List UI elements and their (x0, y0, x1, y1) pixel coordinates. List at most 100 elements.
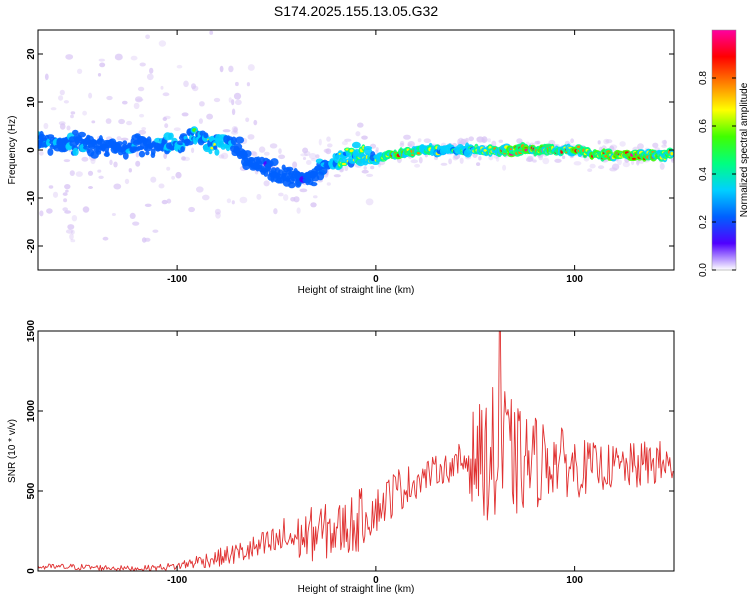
spectrogram-ridge-blob (180, 146, 185, 153)
spectrogram-ridge-blob (318, 166, 328, 175)
spectrogram-scatter-point (88, 92, 93, 99)
spectrogram-scatter-point (303, 150, 311, 157)
tick-label: 0.8 (698, 71, 709, 85)
tick-label: 10 (26, 96, 37, 108)
spectrogram-scatter-point (166, 166, 171, 171)
spectrogram-scatter-point (146, 73, 154, 81)
spectrogram-scatter-point (487, 138, 492, 143)
spectrogram-scatter-point (69, 170, 75, 177)
spectrogram-scatter-point (573, 161, 582, 166)
spectrogram-scatter-point (597, 140, 601, 145)
spectrogram-scatter-point (52, 191, 59, 198)
spectrogram-scatter-point (114, 53, 123, 61)
spectrogram-scatter-point (124, 178, 130, 185)
spectrogram-scatter-point (97, 169, 102, 173)
spectrogram-scatter-point (63, 198, 68, 203)
spectrogram-scatter-point (46, 208, 53, 214)
spectrogram-scatter-point (132, 221, 140, 226)
spectrogram-scatter-point (215, 212, 221, 219)
spectrogram-scatter-point (233, 127, 238, 133)
spectrogram-scatter-point (222, 129, 231, 133)
spectrogram-scatter-point (228, 65, 234, 73)
spectrogram-ridge-core (631, 157, 636, 160)
spectrogram-scatter-point (128, 168, 132, 173)
tick-label: 0 (26, 568, 37, 574)
spectrogram-scatter-point (71, 215, 78, 222)
spectrogram-ridge-blob (214, 148, 220, 156)
spectrogram-scatter-point (66, 125, 71, 131)
spectrogram-scatter-point (619, 141, 626, 147)
spectrogram-scatter-point (293, 196, 300, 203)
spectrogram-scatter-point (209, 30, 214, 35)
tick-label: 0.6 (698, 119, 709, 133)
tick-label: 500 (26, 482, 37, 499)
spectrogram-x-axis-label: Height of straight line (km) (298, 285, 415, 296)
spectrogram-scatter-point (130, 55, 138, 61)
spectrogram-ridge-blob (230, 136, 237, 146)
spectrogram-ridge-blob (213, 145, 218, 150)
spectrogram-ridge-blob (72, 147, 79, 156)
spectrogram-ridge-blob (77, 131, 86, 138)
spectrogram-scatter-point (171, 175, 176, 180)
spectrogram-scatter-point (587, 168, 593, 172)
tick-label: 1500 (26, 319, 37, 342)
colorbar-label: Normalized spectral amplitude (739, 82, 750, 217)
spectrogram-scatter-point (91, 120, 96, 124)
spectrogram-scatter-point (126, 120, 133, 126)
spectrogram-ridge-blob (288, 181, 296, 189)
spectrogram-scatter-point (162, 117, 167, 121)
spectrogram-scatter-point (502, 164, 507, 171)
spectrogram-scatter-point (99, 62, 106, 68)
spectrogram-scatter-point (139, 62, 146, 67)
spectrogram-scatter-point (175, 171, 182, 179)
spectrogram-scatter-point (256, 193, 262, 200)
spectrogram-scatter-point (617, 158, 622, 166)
spectrogram-scatter-point (589, 163, 596, 169)
spectrogram-scatter-point (220, 152, 229, 160)
tick-label: -100 (167, 575, 187, 586)
spectrogram-ridge-blob (310, 182, 318, 187)
spectrogram-scatter-point (176, 64, 183, 69)
tick-label: 100 (566, 274, 583, 285)
spectrogram-scatter-point (417, 138, 422, 143)
colorbar-gradient (711, 29, 737, 271)
spectrogram-scatter-point (150, 176, 157, 183)
spectrogram-ridge-blob (235, 136, 245, 144)
spectrogram-scatter-point (62, 192, 68, 196)
spectrogram-scatter-point (173, 127, 181, 131)
spectrogram-scatter-point (166, 198, 172, 204)
spectrogram-scatter-point (315, 154, 320, 159)
spectrogram-ridge-blob (104, 150, 110, 157)
spectrogram-scatter-point (162, 92, 170, 97)
spectrogram-ridge-blob (208, 149, 213, 155)
spectrogram-ridge-blob (203, 132, 209, 139)
spectrogram-scatter-point (122, 100, 128, 105)
spectrogram-scatter-point (296, 207, 301, 214)
spectrogram-scatter-point (418, 156, 423, 164)
spectrogram-scatter-point (63, 159, 71, 163)
spectrogram-scatter-point (158, 183, 165, 189)
spectrogram-scatter-point (636, 159, 640, 166)
spectrogram-scatter-point (116, 136, 122, 141)
spectrogram-scatter-point (188, 206, 196, 213)
spectrogram-heatmap (38, 30, 674, 243)
spectrogram-scatter-point (363, 166, 367, 170)
spectrogram-ridge-blob (270, 158, 279, 167)
spectrogram-scatter-point (163, 153, 168, 159)
spectrogram-scatter-point (468, 136, 475, 142)
spectrogram-scatter-point (231, 108, 236, 116)
spectrogram-scatter-point (213, 97, 221, 103)
spectrogram-scatter-point (141, 237, 147, 243)
tick-label: 100 (566, 575, 583, 586)
spectrogram-scatter-point (414, 163, 421, 168)
spectrogram-scatter-point (246, 82, 250, 87)
spectrogram-scatter-point (299, 188, 308, 193)
chart-title: S174.2025.155.13.05.G32 (274, 3, 438, 19)
spectrogram-scatter-point (111, 213, 116, 216)
spectrogram-ridge-core (576, 145, 581, 149)
spectrogram-scatter-point (198, 118, 203, 124)
spectrogram-scatter-point (113, 161, 118, 168)
colorbar-ticks: 0.0 0.2 0.4 0.6 0.8 (698, 71, 736, 277)
